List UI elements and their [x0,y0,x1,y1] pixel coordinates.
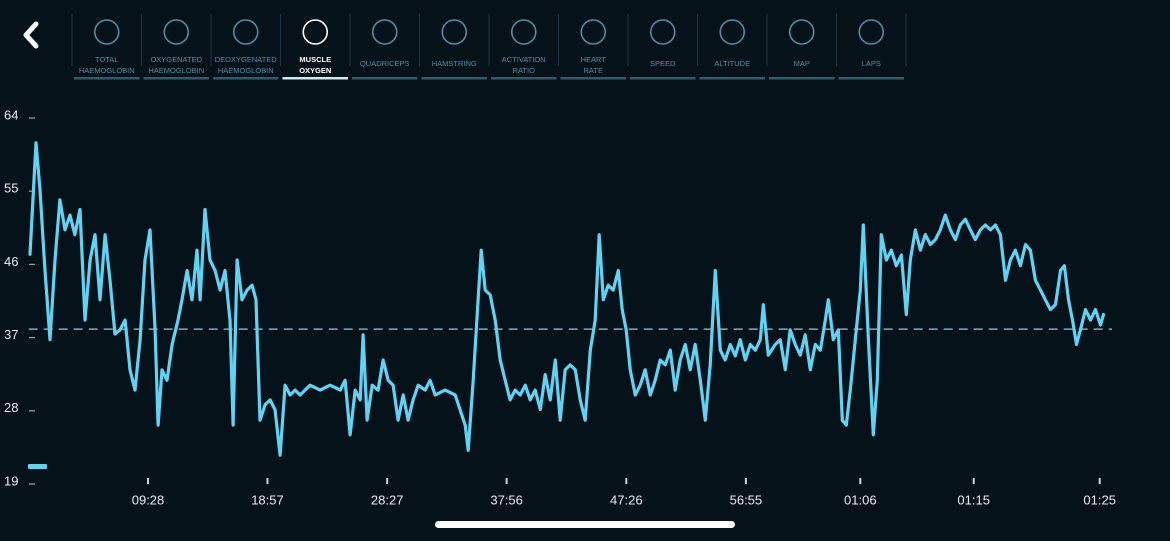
x-tick-label: 01:06 [844,492,877,507]
tab-icon [580,19,607,45]
tab[interactable]: HAMSTRING [421,14,490,80]
home-indicator[interactable] [435,521,735,528]
tab-label: HAMSTRING [432,59,477,68]
data-line [28,141,1106,457]
tab[interactable]: QUADRICEPS [352,14,420,80]
tab-underline [560,77,626,80]
tab-icon [510,19,537,45]
tab-label: QUADRICEPS [360,59,410,68]
x-tick-label: 18:57 [251,492,284,507]
back-button[interactable] [23,21,39,49]
tab-label: HAEMOGLOBIN [79,66,135,75]
x-tick-label: 56:55 [730,492,763,507]
tab-icon [719,19,746,45]
tab-icon [93,19,120,45]
x-tick-label: 37:56 [490,492,523,507]
tab-label: TOTAL [95,55,118,64]
tab[interactable]: ACTIVATION RATIO [491,14,559,80]
tab[interactable]: ALTITUDE [699,14,768,80]
tab-underline [74,77,140,80]
tab-label: MAP [794,59,810,68]
tab[interactable]: OXYGENATED HAEMOGLOBIN [143,14,212,80]
y-tick-label: 28 [4,400,18,415]
y-tick-label: 19 [4,473,18,488]
tab-icon [858,19,885,45]
tab-label: HAEMOGLOBIN [218,66,274,75]
tab-label: ALTITUDE [714,59,750,68]
tab-label: ACTIVATION [502,55,546,64]
tab-icon [232,19,259,45]
tab-underline [282,77,348,80]
tab-underline [699,77,765,80]
tab-label: OXYGENATED [150,55,202,64]
tab-label: OXYGEN [299,66,331,75]
tab-underline [769,77,835,80]
x-tick-label: 09:28 [132,492,165,507]
tab-label: MUSCLE [299,55,331,64]
x-tick-label: 01:15 [957,492,990,507]
tab-icon [649,19,676,45]
tab-label: RATE [584,66,603,75]
tab-underline [491,77,557,80]
tab[interactable]: SPEED [630,14,698,80]
tab[interactable]: LAPS [838,14,907,80]
tab-underline [143,77,209,80]
y-tick-label: 46 [4,254,18,269]
tab-underline [421,77,487,80]
tab-icon [788,19,815,45]
tab-underline [352,77,418,80]
chart: 19 28 37 46 55 64 09:28 18:57 28:27 37:56 47:26 56:… [4,107,1116,507]
y-tick-label: 64 [4,107,18,122]
tab[interactable]: MUSCLE OXYGEN [282,14,351,80]
tab-underline [838,77,904,80]
tab[interactable]: MAP [769,14,837,80]
tab[interactable]: DEOXYGENATED HAEMOGLOBIN [213,14,281,80]
tab-icon [441,19,468,45]
x-tick-label: 01:25 [1083,492,1116,507]
x-tick-label: 28:27 [371,492,404,507]
y-tick-label: 37 [4,327,18,342]
tab-label: HAEMOGLOBIN [148,66,204,75]
tab-label: DEOXYGENATED [215,55,278,64]
tab-label: SPEED [650,59,676,68]
tab-icon [163,19,190,45]
tab[interactable]: HEART RATE [560,14,629,80]
tab-underline [630,77,696,80]
tab-icon [302,19,329,45]
tab[interactable]: TOTAL HAEMOGLOBIN [74,14,142,80]
tab-label: RATIO [513,66,536,75]
tab-label: LAPS [862,59,881,68]
x-tick-label: 47:26 [610,492,643,507]
tab-icon [371,19,398,45]
tab-bar: TOTALHAEMOGLOBINOXYGENATEDHAEMOGLOBINDEO… [71,14,907,80]
tab-label: HEART [581,55,607,64]
range-handle[interactable] [28,464,47,469]
tab-underline [213,77,279,80]
y-tick-label: 55 [4,181,18,196]
